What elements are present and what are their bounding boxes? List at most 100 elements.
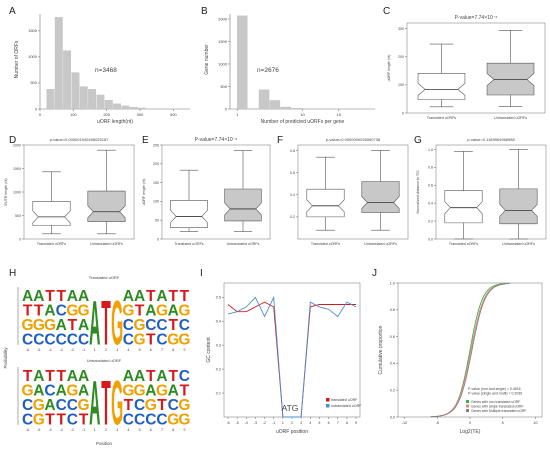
x-tick-label: -4: [245, 421, 248, 425]
box-translated: [170, 199, 208, 229]
y-tick-label: 0.6: [428, 184, 433, 188]
box-translated: [417, 73, 466, 100]
logo-letter-G: G: [156, 383, 168, 400]
logo-position-label: 5: [139, 428, 141, 432]
logo-position-label: 2: [105, 428, 107, 432]
x-tick-label: 200: [103, 112, 110, 117]
logo-letter-A: A: [78, 317, 89, 334]
logo-position-label: 4: [127, 428, 129, 432]
logo-letter-A: A: [78, 288, 89, 305]
x-axis-title: Number of predicted uORFs per gene: [261, 119, 345, 125]
box-untranslated: [361, 181, 400, 213]
logo-letter-C: C: [134, 412, 145, 429]
y-tick-label: 0.0: [390, 415, 395, 419]
logo-letter-A: A: [33, 383, 44, 400]
logo-letter-T: T: [135, 303, 145, 320]
logo-letter-A: A: [56, 317, 67, 334]
logo-letter-T: T: [146, 288, 156, 305]
sample-size-annotation: n=3468: [95, 67, 117, 74]
legend-label: untranslated uORF: [331, 404, 362, 408]
y-tick-label: 0: [35, 106, 38, 111]
y-tick-label: 0.5: [216, 296, 221, 300]
y-axis-title: Cumulative proportion: [378, 325, 384, 374]
y-tick-label: 1000: [28, 54, 38, 59]
logo-position-label: -1: [82, 428, 85, 432]
logo-position-label: -5: [37, 348, 40, 352]
logo-position-label: 7: [161, 348, 163, 352]
logo-position-label: 8: [172, 428, 174, 432]
pvalue-text: P-value (single and multi) = 0.2036: [468, 392, 522, 396]
logo-x-axis-title: Position: [96, 441, 113, 446]
x-tick-label: 100: [70, 112, 77, 117]
logo-letter-C: C: [156, 412, 167, 429]
logo-letter-G: G: [44, 317, 56, 334]
x-tick-label: 10: [300, 112, 305, 117]
y-tick-label: 200: [153, 162, 159, 166]
logo-letter-G: G: [156, 303, 168, 320]
y-tick-label: 50: [155, 219, 159, 223]
x-tick-label: -10: [402, 421, 408, 425]
x-tick-label: 3: [300, 421, 302, 425]
logo-letter-T: T: [34, 303, 44, 320]
logo-position-label: -2: [71, 348, 74, 352]
panel-j-cumulative-curves: 0.0 0.2 0.4 0.6 0.8 1.0 -10 -5 0 5 10 P-value (non …: [368, 265, 550, 451]
logo-position-label: -4: [48, 348, 51, 352]
y-tick-label: 250: [153, 143, 159, 147]
y-tick-label: 200: [398, 55, 404, 59]
logo-letter-C: C: [179, 368, 190, 385]
logo-letter-A: A: [123, 288, 134, 305]
logo-letter-C: C: [78, 332, 89, 349]
histogram-bar: [63, 50, 72, 110]
plot-frame: [161, 144, 271, 240]
x-tick-label: 8: [346, 421, 348, 425]
histogram-bar: [269, 100, 281, 110]
logo-letter-T: T: [180, 288, 190, 305]
group-label: Translated uORFs: [311, 242, 340, 246]
panel-f-boxplot: p-value=0.0000000026060738 0.2 0.4 0.6 0.8 Tr…: [274, 130, 412, 265]
x-tick-label: 0: [39, 112, 42, 117]
logo-letter-T: T: [168, 368, 178, 385]
logo-letter-C: C: [44, 332, 55, 349]
logo-letter-C: C: [22, 397, 33, 414]
chart-title: p-value=0.0000000026060738: [326, 137, 381, 142]
chart-title: P-value=7.74×10⁻⁶: [455, 15, 498, 21]
logo-position-label: 6: [150, 428, 152, 432]
logo-letter-G: G: [111, 287, 123, 358]
logo-letter-A: A: [156, 368, 167, 385]
panel-h-sequence-logos: Translated uORF A T G C -6 A T G C -5 T A G C -4 T C A C -3 A…: [0, 265, 196, 451]
group-label: Untranslated uORFs: [364, 242, 397, 246]
logo-letter-A: A: [134, 288, 145, 305]
y-tick-label: 2000: [218, 16, 228, 21]
x-tick-label: 10: [533, 421, 537, 425]
logo-letter-A: A: [33, 368, 44, 385]
logo-letter-T: T: [146, 368, 156, 385]
panel-label-b: B: [201, 6, 208, 17]
legend-swatch: [326, 398, 330, 402]
y-tick-label: 1000: [13, 190, 21, 194]
group-label: Translated uORFs: [427, 116, 456, 120]
x-tick-label: -2: [263, 421, 266, 425]
logo-letter-A: A: [168, 383, 179, 400]
logo-letter-T: T: [56, 288, 66, 305]
group-label: Translated uORFs: [37, 242, 66, 246]
logo-letter-C: C: [145, 317, 156, 334]
y-tick-label: 300: [398, 27, 404, 31]
logo-letter-C: C: [145, 412, 156, 429]
x-tick-label: 1: [282, 421, 284, 425]
logo-letter-G: G: [78, 303, 90, 320]
x-axis-title: uORF length(nt): [97, 119, 133, 125]
atg-annotation: ATG: [282, 403, 299, 413]
logo-letter-C: C: [22, 412, 33, 429]
y-tick-label: 1500: [13, 167, 21, 171]
logo-letter-C: C: [33, 332, 44, 349]
histogram-bar: [280, 106, 291, 110]
logo-letter-C: C: [123, 412, 134, 429]
x-tick-label: 5: [318, 421, 320, 425]
panel-label-i: I: [200, 268, 203, 279]
logo-letter-C: C: [56, 397, 67, 414]
x-tick-label: -3: [254, 421, 257, 425]
cdf-curve-2: [430, 282, 510, 418]
logo-letter-G: G: [178, 412, 190, 429]
y-axis-title: GC content: [206, 337, 212, 363]
logo-letter-T: T: [79, 412, 89, 429]
